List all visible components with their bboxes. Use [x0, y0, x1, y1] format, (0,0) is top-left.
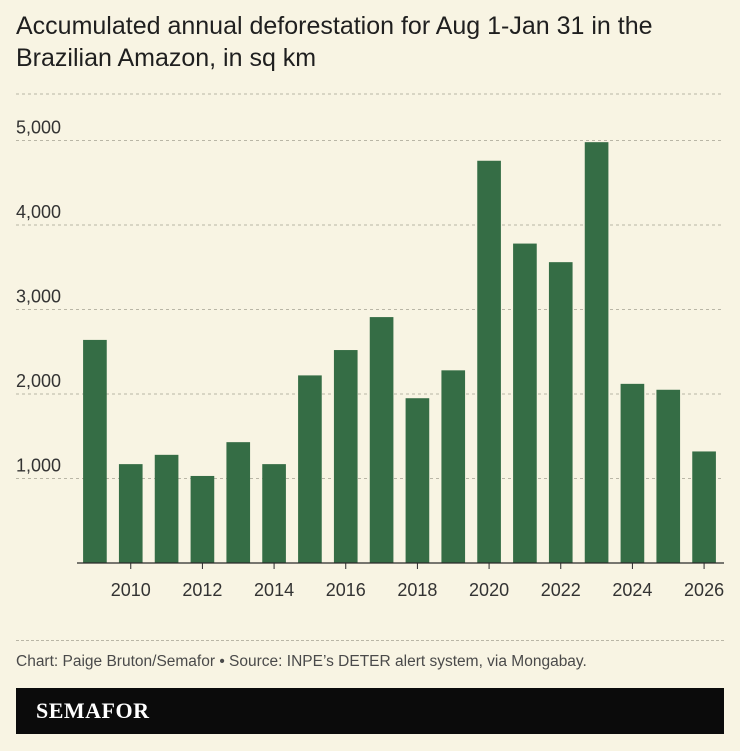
bar-2022 — [548, 262, 573, 563]
bar-2026 — [692, 451, 716, 563]
bar-2009 — [83, 339, 107, 563]
source-note: Chart: Paige Bruton/Semafor • Source: IN… — [16, 653, 587, 670]
y-tick-label: 1,000 — [16, 455, 61, 475]
footer-divider — [16, 640, 724, 641]
x-tick-label: 2010 — [111, 580, 151, 600]
bar-2016 — [333, 350, 358, 563]
bar-2015 — [298, 375, 322, 563]
y-tick-label: 4,000 — [16, 202, 61, 222]
x-tick-label: 2016 — [326, 580, 366, 600]
bar-2013 — [226, 442, 251, 563]
brand-logo: SEMAFOR — [36, 698, 150, 723]
bar-2023 — [584, 142, 609, 563]
x-tick-label: 2022 — [541, 580, 581, 600]
bar-2021 — [513, 243, 537, 563]
x-tick-label: 2026 — [684, 580, 724, 600]
y-tick-label: 2,000 — [16, 371, 61, 391]
chart-title: Accumulated annual deforestation for Aug… — [16, 12, 653, 72]
bar-2014 — [262, 464, 286, 563]
brand-bar: SEMAFOR — [16, 688, 724, 734]
y-axis: 1,000 2,000 3,000 4,000 5,000 — [16, 117, 61, 475]
bar-2010 — [118, 464, 143, 563]
x-tick-label: 2020 — [469, 580, 509, 600]
bar-2024 — [620, 383, 645, 563]
bars — [77, 142, 724, 564]
y-tick-label: 3,000 — [16, 286, 61, 306]
y-tick-label: 5,000 — [16, 117, 61, 137]
bar-2012 — [190, 475, 215, 563]
bar-2025 — [656, 389, 681, 563]
bar-2018 — [405, 398, 430, 563]
x-tick-label: 2024 — [612, 580, 652, 600]
x-tick-label: 2018 — [397, 580, 437, 600]
x-tick-label: 2012 — [182, 580, 222, 600]
bar-2017 — [369, 317, 394, 563]
x-tick-label: 2014 — [254, 580, 294, 600]
bar-2011 — [154, 454, 179, 563]
x-axis: 2010 2012 2014 2016 2018 2020 2022 2024 2026 — [111, 563, 724, 600]
bar-2020 — [477, 160, 501, 564]
bar-2019 — [441, 370, 466, 563]
